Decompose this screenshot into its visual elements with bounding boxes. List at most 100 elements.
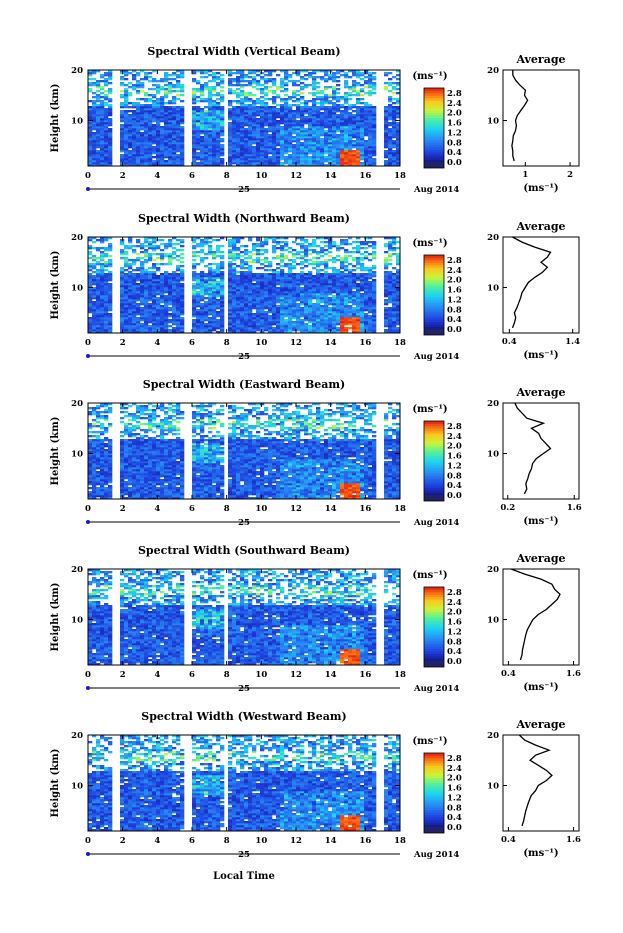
y-tick-label: 10: [71, 450, 83, 460]
colorbar-tick-label: 1.6: [447, 618, 462, 628]
x-tick-label: 2: [120, 670, 126, 680]
colorbar-tick-label: 2.0: [447, 109, 462, 119]
x-tick-label: 12: [290, 670, 302, 680]
x-tick-label: 8: [224, 338, 230, 348]
colorbar-tick-label: 0.8: [447, 803, 462, 813]
colorbar: [424, 88, 444, 162]
colorbar: [424, 753, 444, 827]
date-label: Aug 2014: [413, 518, 459, 528]
day-label: 25: [238, 518, 250, 528]
average-y-tick-label: 20: [487, 233, 499, 243]
x-tick-label: 16: [359, 504, 371, 514]
x-tick-label: 2: [120, 504, 126, 514]
x-tick-label: 10: [255, 171, 267, 181]
x-tick-label: 4: [154, 338, 160, 348]
average-frame: [503, 403, 579, 499]
average-title: Average: [515, 53, 565, 66]
average-x-tick-label: 1.4: [565, 337, 580, 347]
date-label: Aug 2014: [413, 185, 459, 195]
panel-title: Spectral Width (Westward Beam): [141, 710, 346, 723]
colorbar-tick-label: 0.4: [447, 315, 462, 325]
x-tick-label: 4: [154, 504, 160, 514]
colorbar-unit: (ms⁻¹): [412, 736, 447, 747]
colorbar: [424, 255, 444, 329]
colorbar-tick-label: 1.6: [447, 452, 462, 462]
colorbar: [424, 587, 444, 661]
x-tick-label: 16: [359, 338, 371, 348]
x-tick-label: 12: [290, 171, 302, 181]
average-unit: (ms⁻¹): [523, 183, 558, 194]
x-tick-label: 18: [394, 171, 406, 181]
y-tick-label: 20: [71, 565, 83, 575]
x-tick-label: 18: [394, 504, 406, 514]
day-label: 25: [238, 185, 250, 195]
colorbar-tick-label: 0.4: [447, 813, 462, 823]
colorbar-tick-label: 2.4: [447, 598, 462, 608]
colorbar-tick-label: 1.6: [447, 286, 462, 296]
x-tick-label: 2: [120, 338, 126, 348]
average-title: Average: [515, 386, 565, 399]
y-tick-label: 10: [71, 616, 83, 626]
colorbar-unit: (ms⁻¹): [412, 71, 447, 82]
average-y-tick-label: 10: [487, 284, 499, 294]
average-frame: [503, 569, 579, 665]
y-tick-label: 20: [71, 66, 83, 76]
average-y-tick-label: 20: [487, 731, 499, 741]
x-tick-label: 6: [189, 836, 195, 846]
date-label: Aug 2014: [413, 684, 459, 694]
x-tick-label: 6: [189, 670, 195, 680]
day-label: 25: [238, 684, 250, 694]
x-tick-label: 6: [189, 338, 195, 348]
colorbar: [424, 421, 444, 495]
colorbar-tick-label: 0.4: [447, 148, 462, 158]
day-marker: [86, 187, 90, 191]
x-tick-label: 12: [290, 504, 302, 514]
average-y-tick-label: 20: [487, 399, 499, 409]
y-tick-label: 20: [71, 731, 83, 741]
heatmap-cells: [88, 569, 400, 665]
panel-title: Spectral Width (Southward Beam): [138, 544, 350, 557]
colorbar-tick-label: 2.0: [447, 276, 462, 286]
x-tick-label: 0: [85, 836, 91, 846]
colorbar-unit: (ms⁻¹): [412, 238, 447, 249]
colorbar-tick-label: 1.2: [447, 793, 462, 803]
average-unit: (ms⁻¹): [523, 682, 558, 693]
colorbar-tick-label: 0.0: [447, 657, 462, 667]
colorbar-tick-label: 0.8: [447, 138, 462, 148]
x-tick-label: 18: [394, 338, 406, 348]
colorbar-tick-label: 0.8: [447, 637, 462, 647]
x-tick-label: 14: [325, 670, 337, 680]
colorbar-unit: (ms⁻¹): [412, 570, 447, 581]
x-tick-label: 16: [359, 836, 371, 846]
colorbar-tick-label: 2.0: [447, 774, 462, 784]
x-tick-label: 4: [154, 171, 160, 181]
average-x-tick-label: 1.6: [566, 669, 581, 679]
x-axis-title: Local Time: [213, 871, 275, 882]
colorbar-underflow: [424, 162, 444, 168]
x-tick-label: 14: [325, 171, 337, 181]
day-marker: [86, 686, 90, 690]
colorbar-tick-label: 0.4: [447, 481, 462, 491]
average-x-tick-label: 0.4: [501, 669, 516, 679]
day-marker: [86, 852, 90, 856]
colorbar-tick-label: 0.0: [447, 158, 462, 168]
average-unit: (ms⁻¹): [523, 516, 558, 527]
colorbar-underflow: [424, 495, 444, 501]
colorbar-tick-label: 2.4: [447, 432, 462, 442]
colorbar-tick-label: 1.2: [447, 295, 462, 305]
day-label: 25: [238, 850, 250, 860]
average-x-tick-label: 2: [567, 170, 573, 180]
x-tick-label: 12: [290, 338, 302, 348]
day-marker: [86, 354, 90, 358]
day-label: 25: [238, 352, 250, 362]
colorbar-tick-label: 2.8: [447, 422, 462, 432]
y-tick-label: 20: [71, 233, 83, 243]
x-tick-label: 2: [120, 171, 126, 181]
average-frame: [503, 735, 579, 831]
